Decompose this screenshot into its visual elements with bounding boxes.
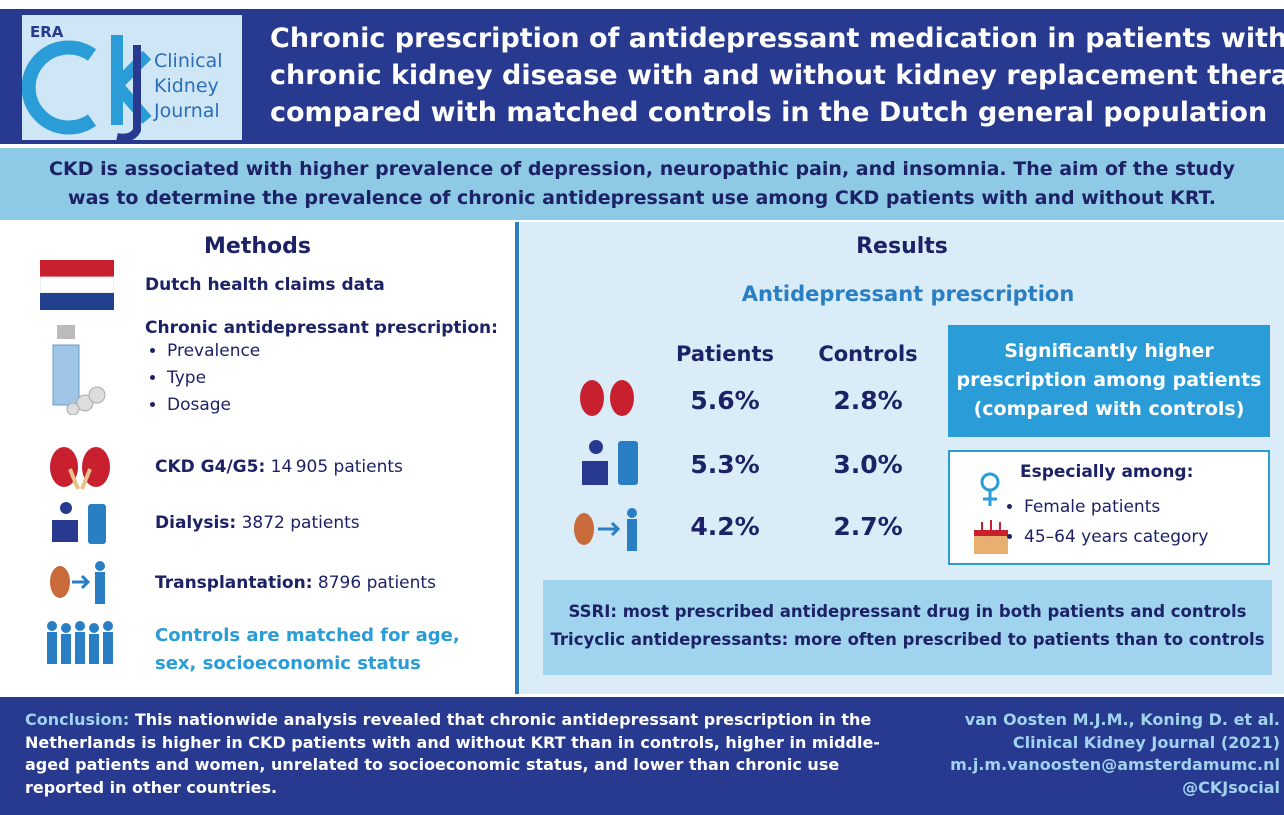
group-label: CKD G4/G5: — [155, 457, 265, 477]
controls-note: Controls are matched for age, sex, socio… — [155, 622, 460, 678]
controls-line: Controls are matched for age, — [155, 622, 460, 650]
intro-line: CKD is associated with higher prevalence… — [0, 155, 1284, 184]
findings-box: SSRI: most prescribed antidepressant dru… — [543, 580, 1272, 675]
highlight-line: (compared with controls) — [948, 395, 1270, 424]
prescription-item: Type — [167, 365, 498, 392]
intro: CKD is associated with higher prevalence… — [0, 148, 1284, 220]
logo-brand: ERA — [30, 23, 63, 41]
column-header: Patients — [655, 342, 795, 366]
title-line: Chronic prescription of antidepressant m… — [270, 20, 1284, 57]
title-line: chronic kidney disease with and without … — [270, 57, 1284, 94]
conclusion: Conclusion: This nationwide analysis rev… — [25, 709, 880, 799]
result-value: 2.8% — [798, 386, 938, 415]
result-value: 3.0% — [798, 450, 938, 479]
results-heading: Results — [520, 234, 1284, 259]
column-header: Controls — [798, 342, 938, 366]
intro-line: was to determine the prevalence of chron… — [0, 184, 1284, 213]
result-value: 5.3% — [655, 450, 795, 479]
prescription-item: Dosage — [167, 392, 498, 419]
group-label: Transplantation: — [155, 573, 313, 593]
prescription: Chronic antidepressant prescription: Pre… — [145, 318, 498, 419]
transplant-icon — [572, 507, 652, 552]
especially-item: Female patients — [1024, 492, 1209, 522]
kidney-icon — [48, 445, 113, 490]
logo-line: Kidney — [154, 74, 223, 99]
logo-name: Clinical Kidney Journal — [154, 49, 223, 124]
highlight-line: prescription among patients — [948, 366, 1270, 395]
citation-line: van Oosten M.J.M., Koning D. et al. — [950, 709, 1280, 732]
result-value: 5.6% — [655, 386, 795, 415]
group: Transplantation: 8796 patients — [155, 573, 436, 593]
flag-icon — [40, 260, 114, 310]
result-value: 4.2% — [655, 512, 795, 541]
group: Dialysis: 3872 patients — [155, 513, 360, 533]
finding-line: Tricyclic antidepressants: more often pr… — [543, 626, 1272, 654]
highlight-box: Significantly higher prescription among … — [948, 325, 1270, 437]
logo-line: Clinical — [154, 49, 223, 74]
especially-list: Female patients 45–64 years category — [1002, 492, 1209, 552]
controls-line: sex, socioeconomic status — [155, 650, 460, 678]
result-value: 2.7% — [798, 512, 938, 541]
results-subheading: Antidepressant prescription — [520, 282, 1284, 306]
page: ERA Clinical Kidney Journal Chronic pres… — [0, 0, 1284, 815]
group: CKD G4/G5: 14 905 patients — [155, 457, 403, 477]
conclusion-line: Netherlands is higher in CKD patients wi… — [25, 732, 880, 755]
conclusion-line: This nationwide analysis revealed that c… — [129, 710, 871, 729]
conclusion-line: reported in other countries. — [25, 777, 880, 800]
data-source: Dutch health claims data — [145, 275, 385, 295]
crowd-icon — [44, 618, 116, 668]
transplant-icon — [48, 560, 113, 605]
group-count: 3872 patients — [242, 513, 360, 533]
methods-heading: Methods — [0, 234, 515, 259]
kidney-icon — [578, 378, 638, 418]
conclusion-label: Conclusion: — [25, 710, 129, 729]
dialysis-icon — [578, 437, 640, 487]
especially-label: Especially among: — [1020, 462, 1193, 482]
finding-line: SSRI: most prescribed antidepressant dru… — [543, 598, 1272, 626]
especially-box: Especially among: Female patients 45–64 … — [948, 450, 1270, 565]
title-line: compared with matched controls in the Du… — [270, 94, 1284, 131]
conclusion-line: aged patients and women, unrelated to so… — [25, 754, 880, 777]
bottle-icon — [45, 325, 110, 415]
especially-item: 45–64 years category — [1024, 522, 1209, 552]
logo-box: ERA Clinical Kidney Journal — [22, 15, 242, 140]
group-label: Dialysis: — [155, 513, 236, 533]
prescription-item: Prevalence — [167, 338, 498, 365]
citation-line: @CKJsocial — [950, 777, 1280, 800]
divider — [515, 222, 519, 694]
citation-line: m.j.m.vanoosten@amsterdamumc.nl — [950, 754, 1280, 777]
highlight-line: Significantly higher — [948, 337, 1270, 366]
logo-line: Journal — [154, 99, 223, 124]
prescription-label: Chronic antidepressant prescription: — [145, 318, 498, 338]
group-count: 14 905 patients — [271, 457, 403, 477]
dialysis-icon — [48, 500, 113, 545]
citation: van Oosten M.J.M., Koning D. et al. Clin… — [950, 709, 1280, 799]
title: Chronic prescription of antidepressant m… — [270, 20, 1284, 131]
citation-line: Clinical Kidney Journal (2021) — [950, 732, 1280, 755]
group-count: 8796 patients — [318, 573, 436, 593]
